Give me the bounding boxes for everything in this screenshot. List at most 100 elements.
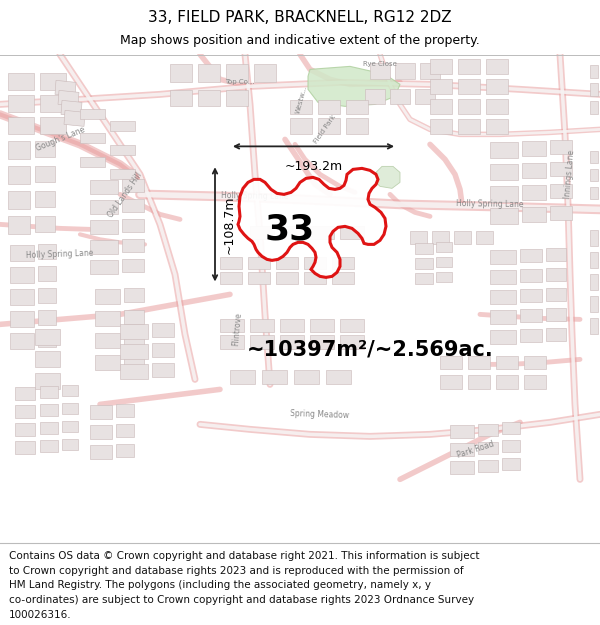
Bar: [490, 251, 516, 264]
Bar: [546, 248, 566, 261]
Bar: [502, 422, 520, 434]
Bar: [15, 406, 35, 418]
Text: to Crown copyright and database rights 2023 and is reproduced with the permissio: to Crown copyright and database rights 2…: [9, 566, 464, 576]
Bar: [220, 272, 242, 284]
Bar: [490, 208, 518, 224]
Bar: [122, 179, 144, 192]
Bar: [590, 188, 598, 199]
Bar: [116, 444, 134, 458]
Bar: [35, 216, 55, 232]
Bar: [326, 371, 351, 384]
Bar: [346, 101, 368, 114]
Bar: [436, 242, 452, 252]
Bar: [310, 336, 334, 349]
Bar: [490, 186, 518, 202]
Text: Contains OS data © Crown copyright and database right 2021. This information is : Contains OS data © Crown copyright and d…: [9, 551, 479, 561]
Bar: [15, 388, 35, 401]
Bar: [38, 266, 56, 281]
Bar: [80, 158, 105, 168]
Bar: [40, 73, 66, 91]
Bar: [290, 118, 312, 134]
Text: Holly Spring Lane: Holly Spring Lane: [456, 199, 524, 209]
Bar: [38, 288, 56, 303]
Bar: [38, 311, 56, 326]
Bar: [490, 164, 518, 181]
Bar: [496, 376, 518, 389]
Bar: [440, 376, 462, 389]
Text: Holly Spring Lane: Holly Spring Lane: [26, 249, 94, 260]
Bar: [116, 404, 134, 418]
Bar: [496, 356, 518, 369]
Bar: [304, 272, 326, 284]
Bar: [198, 64, 220, 82]
Bar: [254, 64, 276, 82]
Bar: [40, 441, 58, 452]
Bar: [152, 363, 174, 378]
Bar: [522, 208, 546, 222]
Bar: [590, 83, 598, 96]
Bar: [40, 118, 66, 134]
Bar: [415, 243, 433, 254]
Bar: [502, 458, 520, 471]
Text: Flintrove: Flintrove: [231, 312, 243, 347]
Bar: [95, 289, 120, 304]
Bar: [458, 119, 480, 134]
Bar: [450, 443, 474, 456]
Bar: [340, 336, 364, 349]
Bar: [8, 141, 30, 159]
Bar: [432, 231, 449, 244]
Bar: [490, 142, 518, 158]
Bar: [476, 231, 493, 244]
Bar: [248, 272, 270, 284]
Bar: [520, 289, 542, 302]
Text: Field Park: Field Park: [313, 114, 337, 145]
Bar: [415, 89, 435, 104]
Bar: [226, 91, 248, 106]
Bar: [198, 91, 220, 106]
Bar: [430, 119, 452, 134]
Polygon shape: [308, 66, 400, 106]
Bar: [436, 272, 452, 282]
Bar: [122, 239, 144, 252]
Bar: [370, 63, 390, 79]
Bar: [440, 356, 462, 369]
Bar: [122, 219, 144, 232]
Bar: [80, 109, 105, 119]
Bar: [502, 441, 520, 452]
Bar: [276, 258, 298, 269]
Text: Westw...: Westw...: [295, 84, 308, 114]
Bar: [124, 354, 144, 368]
Bar: [590, 253, 598, 268]
Bar: [524, 356, 546, 369]
Bar: [395, 63, 415, 79]
Bar: [590, 151, 598, 163]
Bar: [220, 258, 242, 269]
Bar: [248, 258, 270, 269]
Bar: [310, 319, 334, 332]
Bar: [124, 288, 144, 302]
Bar: [490, 291, 516, 304]
Bar: [520, 269, 542, 282]
Bar: [90, 261, 118, 274]
Bar: [220, 336, 244, 349]
Bar: [468, 356, 490, 369]
Bar: [590, 296, 598, 312]
Bar: [430, 99, 452, 114]
Bar: [458, 79, 480, 94]
Bar: [365, 89, 385, 104]
Bar: [590, 231, 598, 246]
Bar: [490, 311, 516, 324]
Polygon shape: [61, 101, 82, 116]
Bar: [340, 226, 364, 239]
Bar: [35, 166, 55, 182]
Bar: [8, 216, 30, 234]
Bar: [40, 386, 58, 398]
Bar: [524, 376, 546, 389]
Bar: [478, 461, 498, 472]
Polygon shape: [64, 111, 85, 126]
Text: Old Lands Hill: Old Lands Hill: [106, 170, 144, 219]
Bar: [120, 324, 148, 339]
Bar: [10, 246, 34, 261]
Bar: [35, 351, 60, 368]
Bar: [486, 59, 508, 74]
